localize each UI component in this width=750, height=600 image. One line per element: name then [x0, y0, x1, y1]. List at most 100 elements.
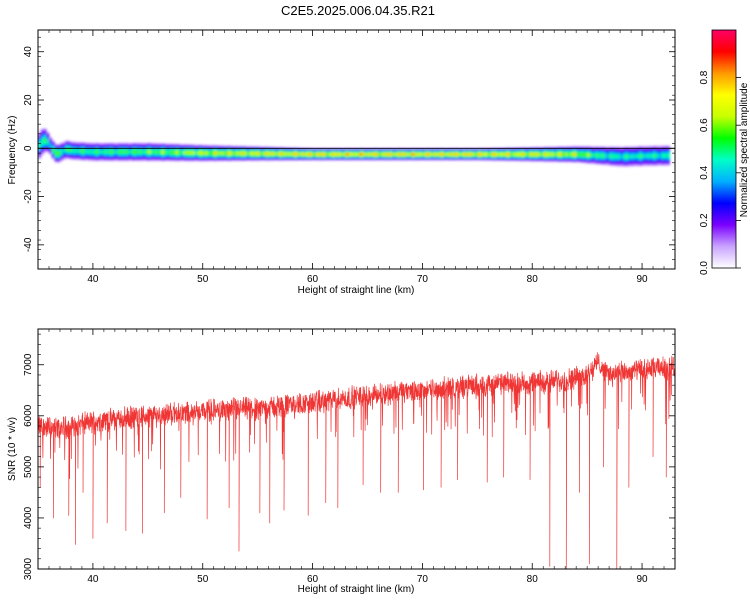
- spectrogram-cell: [136, 151, 140, 153]
- spectrogram-cell: [551, 153, 555, 156]
- spectrogram-cell: [496, 153, 500, 156]
- spectrogram-cell: [348, 153, 352, 156]
- spectrogram-cell: [548, 153, 552, 156]
- spectrogram-cell: [367, 153, 371, 156]
- spectrogram-cell: [334, 152, 338, 156]
- spectrogram-cell: [463, 153, 467, 156]
- spectrogram-cell: [84, 149, 88, 154]
- spectrogram-cell: [664, 153, 668, 158]
- spectrogram-cell: [106, 149, 110, 155]
- spectrogram-cell: [474, 152, 478, 156]
- spectrogram-cell: [598, 153, 602, 158]
- colorbar-tick-label: 0.6: [699, 118, 710, 132]
- x-tick-label: 50: [197, 574, 209, 585]
- spectrogram-cell: [644, 154, 648, 158]
- snr-frame: [37, 328, 676, 570]
- spectrogram-cell: [172, 150, 176, 154]
- spectrogram-cell: [589, 154, 594, 156]
- colorbar-label: Normalized spectral amplitude: [739, 82, 750, 217]
- x-tick-label: 60: [307, 574, 319, 585]
- spectrogram-cell: [529, 153, 533, 156]
- spectrogram-cell: [581, 152, 585, 157]
- spectrogram-cell: [216, 152, 220, 155]
- x-tick-label: 40: [87, 274, 99, 285]
- spectrogram-cell: [633, 155, 637, 158]
- spectrogram-cell: [411, 153, 415, 156]
- spectrogram-cell: [221, 152, 226, 155]
- spectrogram-cell: [169, 150, 173, 155]
- spectrogram-cell: [246, 152, 250, 155]
- spectrogram-cell: [153, 150, 157, 154]
- spectrogram-frame: [37, 29, 676, 270]
- spectrogram-cell: [441, 152, 445, 156]
- spectrogram-cell: [540, 153, 544, 156]
- x-tick-label: 70: [417, 574, 429, 585]
- spectrogram-cell: [326, 152, 330, 156]
- colorbar-tick-label: 0.0: [699, 261, 710, 275]
- spectrogram-cell: [274, 153, 278, 155]
- spectrogram-cell: [293, 152, 297, 156]
- x-tick-label: 60: [307, 274, 319, 285]
- spectrogram-cell: [502, 153, 506, 156]
- spectrogram-cell: [257, 152, 261, 155]
- spectrogram-cell: [178, 150, 182, 155]
- spectrogram-cell: [532, 152, 536, 156]
- spectrogram-cell: [364, 153, 368, 156]
- spectrogram-cell: [600, 154, 605, 157]
- spectrogram-cell: [567, 152, 572, 157]
- spectrogram-cell: [186, 151, 190, 154]
- spectrogram-cell: [243, 151, 248, 156]
- spectrogram-cell: [584, 153, 588, 157]
- spectrogram-cell: [433, 153, 437, 156]
- spectrogram-cell: [416, 152, 421, 156]
- spectrogram-cell: [315, 153, 319, 156]
- spectrogram-cell: [611, 153, 615, 159]
- spectrogram-cell: [282, 152, 286, 156]
- spectrogram-cell: [394, 153, 399, 156]
- spectrogram-cell: [175, 151, 179, 154]
- spectrogram-cell: [570, 153, 574, 156]
- y-tick-label: 40: [23, 46, 34, 58]
- spectrogram-cell: [400, 153, 404, 156]
- x-tick-label: 40: [87, 574, 99, 585]
- snr-x-axis-label: Height of straight line (km): [298, 584, 415, 595]
- spectrogram-ridge: [38, 128, 670, 167]
- spectrogram-cell: [537, 153, 541, 156]
- spectrogram-cell: [68, 148, 72, 152]
- spectrogram-cell: [81, 149, 86, 154]
- spectrogram-cell: [523, 153, 528, 156]
- spectrogram-cell: [331, 153, 335, 156]
- snr-axis-ticks: 40 50 60 70 80 90 3000 4000 5000 6000 7000: [23, 329, 676, 585]
- spectrogram-cell: [296, 153, 300, 155]
- spectrogram-cell: [647, 154, 651, 158]
- spectrogram-cell: [197, 152, 201, 154]
- spectrogram-axis-ticks: 40 50 60 70 80 90 -40 -20 0 20 40: [23, 30, 676, 285]
- spectrogram-cell: [227, 152, 231, 155]
- spectrogram-cell: [381, 152, 385, 156]
- spectrogram-cell: [488, 152, 492, 156]
- spectrogram-cell: [422, 153, 426, 156]
- spectrogram-cell: [383, 153, 388, 156]
- spectrogram-cell: [62, 149, 66, 152]
- spectrogram-cell: [491, 153, 495, 156]
- spectrogram-cell: [147, 150, 151, 153]
- spectrogram-cell: [268, 152, 272, 156]
- spectrogram-cell: [103, 150, 108, 153]
- spectrogram-cell: [466, 153, 470, 156]
- spectrogram-cell: [631, 154, 635, 159]
- spectrogram-cell: [480, 153, 484, 156]
- spectrogram-cell: [180, 150, 184, 155]
- spectrogram-cell: [73, 148, 77, 154]
- spectrogram-cell: [397, 153, 401, 156]
- spectrogram-cell: [208, 151, 212, 155]
- spectrogram-cell: [375, 153, 379, 156]
- spectrogram-cell: [609, 155, 613, 157]
- spectrogram-cell: [123, 150, 127, 154]
- spectrogram-cell: [279, 152, 283, 156]
- y-tick-label: 5000: [23, 455, 34, 478]
- spectrogram-cell: [265, 152, 270, 155]
- spectrogram-cell: [161, 150, 165, 154]
- spectrogram-cell: [622, 154, 626, 159]
- spectrogram-cell: [419, 152, 423, 156]
- spectrogram-cell: [392, 153, 396, 156]
